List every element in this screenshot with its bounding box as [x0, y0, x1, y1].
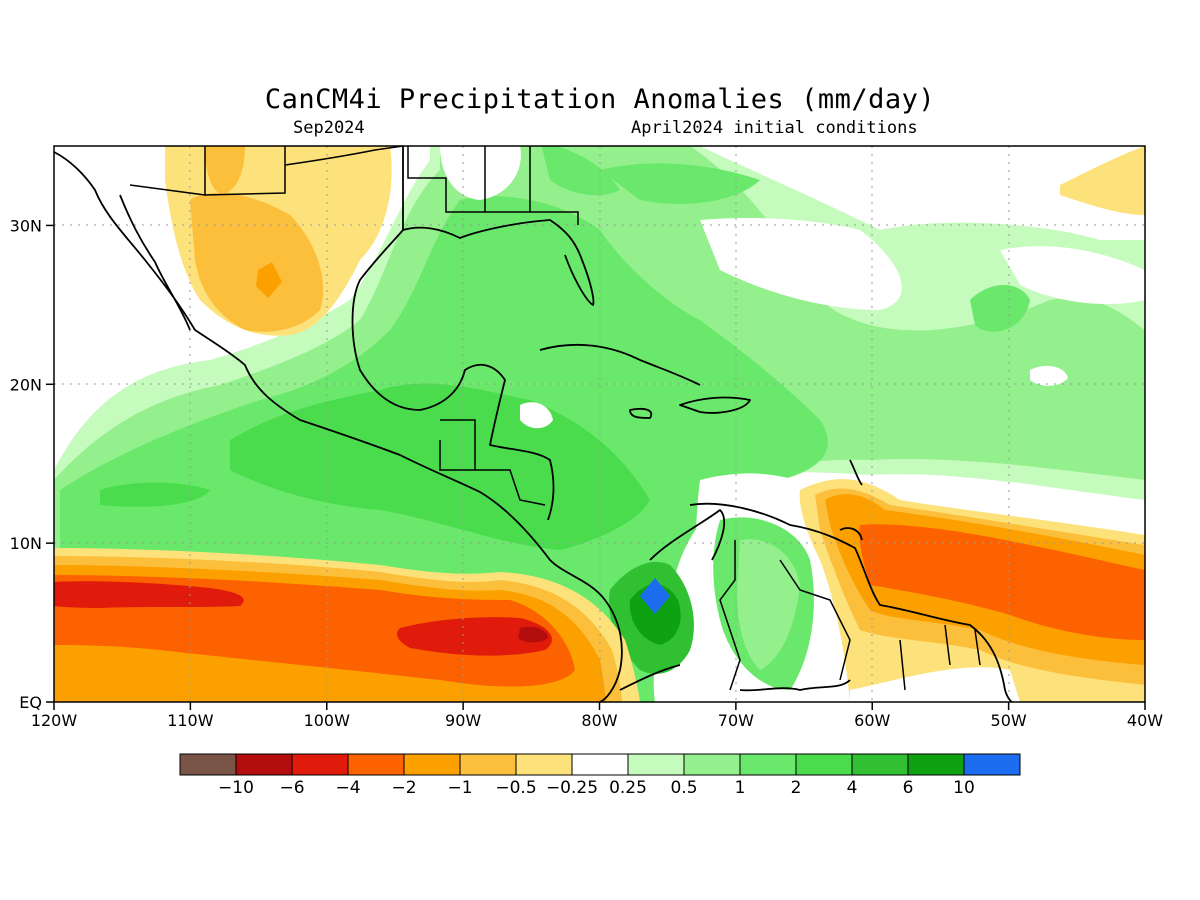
colorbar-label: 2	[791, 778, 802, 798]
graticule	[54, 146, 1145, 702]
colorbar-swatch	[515, 753, 573, 776]
lon-tick-label: 40W	[1127, 711, 1163, 730]
anomaly-field	[54, 146, 1145, 702]
lat-tick-label: EQ	[19, 693, 42, 712]
colorbar-label: 0.25	[609, 778, 647, 798]
colorbar-swatch	[459, 753, 517, 776]
colorbar-swatch	[795, 753, 853, 776]
longitude-axis: 120W 110W 100W 90W 80W 70W 60W 50W 40W	[31, 702, 1163, 730]
lat-tick-label: 20N	[10, 375, 42, 394]
colorbar-swatch	[179, 753, 237, 776]
colorbar-label: −10	[218, 778, 254, 798]
colorbar-label: 6	[903, 778, 914, 798]
colorbar-swatch	[907, 753, 965, 776]
forecast-month: Sep2024	[293, 118, 365, 138]
lon-tick-label: 110W	[167, 711, 214, 730]
colorbar-swatch	[739, 753, 797, 776]
borders	[129, 145, 981, 691]
latitude-axis: 30N 20N 10N EQ	[10, 216, 54, 712]
colorbar-swatch	[291, 753, 349, 776]
lon-tick-label: 80W	[581, 711, 617, 730]
colorbar-swatch	[403, 753, 461, 776]
colorbar-label: −6	[279, 778, 304, 798]
colorbar-swatch	[235, 753, 293, 776]
colorbar-label: 0.5	[670, 778, 697, 798]
colorbar-label: −2	[391, 778, 416, 798]
lon-tick-label: 70W	[718, 711, 754, 730]
colorbar-swatch	[963, 753, 1021, 776]
initial-conditions: April2024 initial conditions	[631, 118, 918, 138]
colorbar: −10 −6 −4 −2 −1 −0.5 −0.25 0.25 0.5 1 2 4 6 10	[179, 753, 1021, 798]
colorbar-swatch	[347, 753, 405, 776]
lon-tick-label: 100W	[304, 711, 351, 730]
lon-tick-label: 50W	[991, 711, 1027, 730]
lat-tick-label: 10N	[10, 534, 42, 553]
colorbar-label: 1	[735, 778, 746, 798]
lon-tick-label: 120W	[31, 711, 78, 730]
colorbar-label: −4	[335, 778, 360, 798]
colorbar-swatch	[851, 753, 909, 776]
colorbar-label: −0.25	[546, 778, 598, 798]
lat-tick-label: 30N	[10, 216, 42, 235]
colorbar-swatch	[571, 753, 629, 776]
lon-tick-label: 60W	[854, 711, 890, 730]
lon-tick-label: 90W	[445, 711, 481, 730]
colorbar-swatch	[683, 753, 741, 776]
colorbar-label: 4	[847, 778, 858, 798]
coastlines	[53, 146, 1013, 703]
colorbar-label: −1	[447, 778, 472, 798]
map-title: CanCM4i Precipitation Anomalies (mm/day)	[264, 84, 936, 115]
colorbar-swatch	[627, 753, 685, 776]
colorbar-label: 10	[953, 778, 975, 798]
colorbar-label: −0.5	[495, 778, 536, 798]
